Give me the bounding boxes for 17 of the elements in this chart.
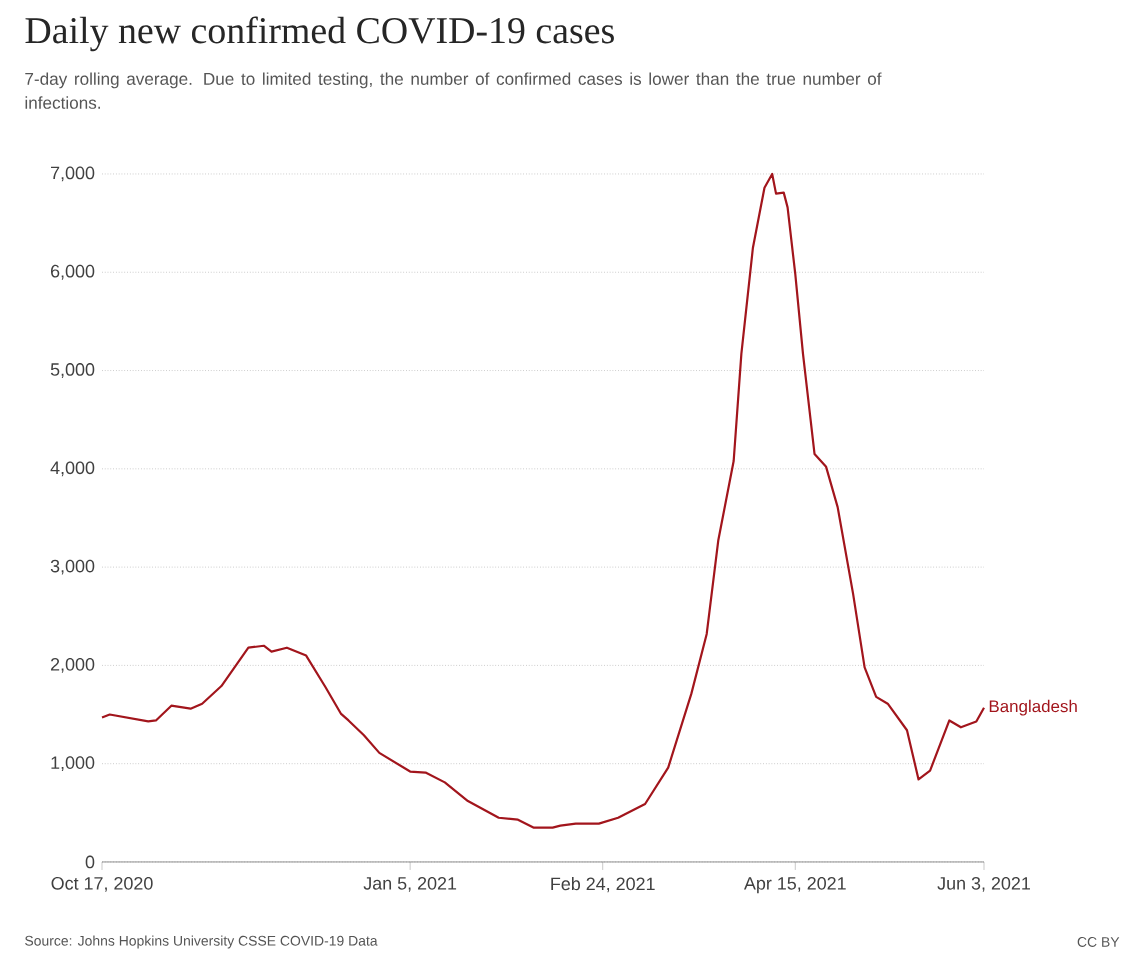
x-tick-label: Oct 17, 2020 [51,877,153,892]
y-tick-label: 0 [85,855,95,869]
y-tick-label: 7,000 [51,166,95,182]
y-tick-label: 3,000 [50,559,95,575]
x-tick-label: Jan 5, 2021 [363,877,457,892]
x-tick-label: Apr 15, 2021 [743,877,846,894]
chart-title: Daily new confirmed COVID-19 cases [25,16,614,52]
y-tick-label: 1,000 [51,756,95,772]
x-tick-label: Jun 3, 2021 [937,877,1030,892]
line-series [100,172,986,829]
x-tick-label: Feb 24, 2021 [551,877,655,893]
chart-subtitle: 7-day rolling average. Due to limited testing, the number of confirmed cases is lower than the true number of infections. [25,72,882,109]
series-label: Bangladesh [989,699,1077,716]
y-tick-label: 6,000 [51,264,95,280]
y-tick-label: 2,000 [51,657,95,673]
y-tick-label: 5,000 [50,363,95,378]
y-tick-label: 4,000 [50,461,95,477]
